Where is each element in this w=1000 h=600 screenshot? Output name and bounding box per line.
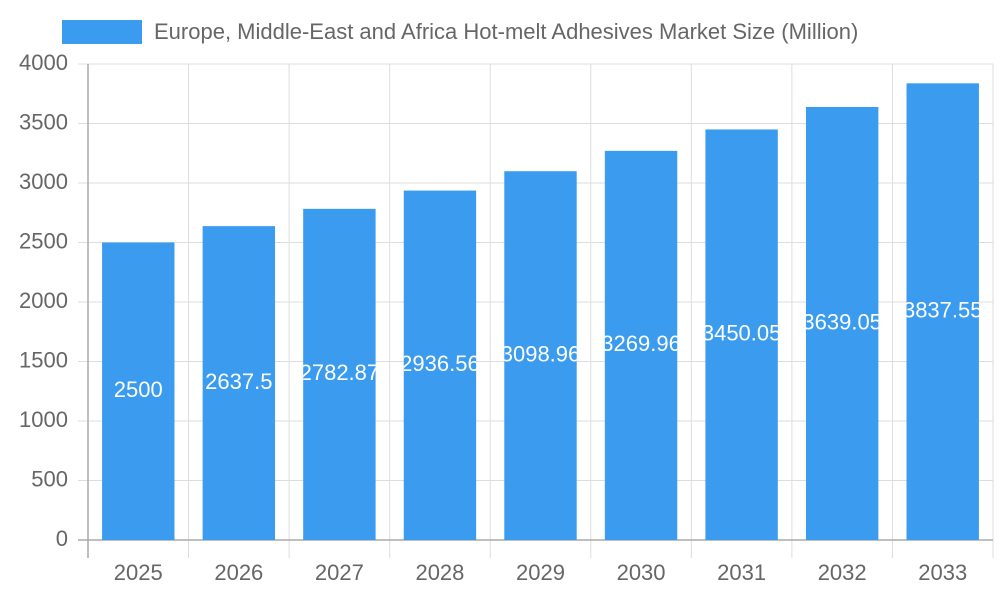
value-label: 3269.96 xyxy=(601,331,681,356)
bar xyxy=(202,226,276,540)
y-tick-label: 4000 xyxy=(19,50,68,75)
x-tick-label: 2025 xyxy=(114,560,163,585)
value-label: 2782.87 xyxy=(300,360,380,385)
x-tick-label: 2033 xyxy=(918,560,967,585)
bar xyxy=(403,190,477,540)
y-tick-label: 3500 xyxy=(19,109,68,134)
value-label: 3639.05 xyxy=(802,309,882,334)
value-label: 2500 xyxy=(114,377,163,402)
y-tick-label: 0 xyxy=(56,526,68,551)
bar xyxy=(604,150,678,540)
x-tick-label: 2029 xyxy=(516,560,565,585)
legend-label: Europe, Middle-East and Africa Hot-melt … xyxy=(154,19,858,44)
x-tick-label: 2030 xyxy=(617,560,666,585)
value-label: 2637.5 xyxy=(205,369,272,394)
bar xyxy=(102,242,175,540)
value-label: 3837.55 xyxy=(903,297,983,322)
bar xyxy=(705,129,778,541)
y-tick-label: 2500 xyxy=(19,228,68,253)
y-tick-label: 3000 xyxy=(19,169,68,194)
x-tick-label: 2027 xyxy=(315,560,364,585)
value-label: 3098.96 xyxy=(501,341,581,366)
value-label: 2936.56 xyxy=(400,351,480,376)
bar xyxy=(805,106,879,540)
y-tick-label: 1500 xyxy=(19,347,68,372)
y-tick-label: 1000 xyxy=(19,407,68,432)
bar xyxy=(906,83,979,541)
y-tick-label: 500 xyxy=(31,466,68,491)
legend-swatch xyxy=(62,20,142,44)
bar xyxy=(303,208,376,540)
x-tick-label: 2026 xyxy=(214,560,263,585)
x-tick-label: 2028 xyxy=(415,560,464,585)
value-label: 3450.05 xyxy=(702,321,782,346)
x-tick-label: 2031 xyxy=(717,560,766,585)
bar xyxy=(504,171,577,540)
x-tick-label: 2032 xyxy=(818,560,867,585)
y-tick-label: 2000 xyxy=(19,288,68,313)
